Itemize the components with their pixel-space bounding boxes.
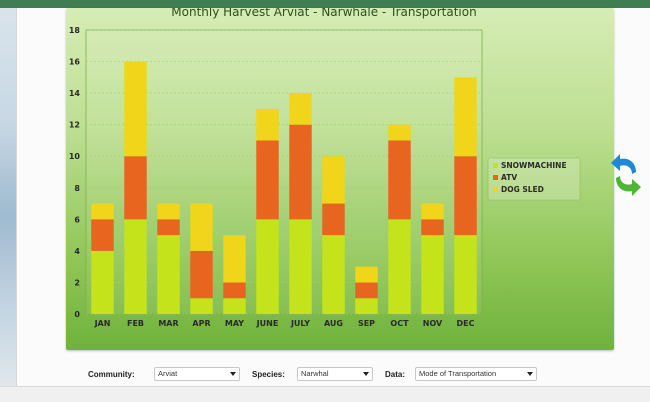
chevron-down-icon — [527, 372, 533, 376]
x-tick-label: APR — [192, 319, 210, 328]
chart-legend: SNOWMACHINE ATV DOG SLED — [487, 157, 581, 201]
refresh-arrows-icon — [611, 154, 641, 196]
legend-box — [487, 157, 581, 201]
bar-dog-sled-aug — [322, 156, 345, 204]
bar-dog-sled-nov — [421, 203, 444, 220]
bar-dog-sled-may — [223, 235, 246, 283]
bar-snowmachine-aug — [322, 235, 345, 314]
x-axis: JAN FEB MAR APR MAY JUNE JULY AUG SEP OCT NOV DEC — [94, 319, 475, 328]
legend-swatch — [493, 163, 498, 168]
top-bar — [0, 0, 650, 8]
x-tick-label: FEB — [127, 319, 144, 328]
chart-title: Monthly Harvest Arviat - Narwhale - Tran… — [171, 8, 476, 19]
y-tick-label: 4 — [74, 247, 80, 256]
bar-snowmachine-jan — [91, 250, 114, 314]
bar-atv-july — [289, 124, 312, 220]
bar-atv-jan — [91, 219, 114, 251]
bar-dog-sled-apr — [190, 203, 213, 251]
bar-snowmachine-may — [223, 298, 246, 314]
y-tick-label: 18 — [69, 26, 81, 35]
chevron-down-icon — [363, 372, 369, 376]
bar-atv-dec — [454, 156, 477, 236]
data-value: Mode of Transportation — [419, 369, 497, 378]
bar-atv-june — [256, 140, 279, 220]
bar-atv-nov — [421, 219, 444, 236]
harvest-chart: Monthly Harvest Arviat - Narwhale - Tran… — [69, 8, 581, 328]
bar-atv-feb — [124, 156, 147, 220]
y-tick-label: 8 — [74, 184, 80, 193]
refresh-button[interactable] — [608, 152, 644, 198]
bar-snowmachine-feb — [124, 219, 147, 314]
y-tick-label: 6 — [74, 215, 80, 224]
bar-dog-sled-june — [256, 108, 279, 141]
x-tick-label: AUG — [324, 319, 343, 328]
community-select[interactable]: Arviat — [154, 367, 240, 381]
bar-dog-sled-sep — [355, 266, 378, 283]
bar-atv-mar — [157, 219, 180, 236]
chart-container: Monthly Harvest Arviat - Narwhale - Tran… — [66, 8, 614, 350]
bottom-bar — [0, 386, 650, 402]
y-tick-label: 0 — [74, 310, 80, 319]
legend-swatch — [493, 187, 498, 192]
bar-snowmachine-mar — [157, 235, 180, 314]
bar-snowmachine-apr — [190, 298, 213, 314]
bar-dog-sled-feb — [124, 61, 147, 157]
bar-dog-sled-jan — [91, 203, 114, 220]
chart-grid — [85, 29, 483, 315]
bar-atv-aug — [322, 203, 345, 236]
bar-dog-sled-oct — [388, 124, 411, 141]
legend-swatch — [493, 175, 498, 180]
map-strip — [0, 8, 16, 386]
x-tick-label: NOV — [423, 319, 443, 328]
plot-area — [85, 29, 483, 315]
filter-controls: Community: Arviat Species: Narwhal Data:… — [0, 364, 650, 386]
x-tick-label: MAR — [158, 319, 178, 328]
bar-atv-may — [223, 282, 246, 299]
y-tick-label: 10 — [69, 152, 81, 161]
bars — [91, 61, 477, 314]
legend-label: DOG SLED — [501, 185, 544, 194]
bar-atv-sep — [355, 282, 378, 299]
x-tick-label: MAY — [225, 319, 244, 328]
community-value: Arviat — [158, 369, 178, 378]
y-tick-label: 16 — [69, 58, 81, 67]
y-tick-label: 14 — [69, 89, 81, 98]
bar-snowmachine-nov — [421, 235, 444, 314]
bar-dog-sled-dec — [454, 77, 477, 157]
bar-dog-sled-july — [289, 93, 312, 125]
x-tick-label: DEC — [457, 319, 475, 328]
legend-label: ATV — [501, 173, 517, 182]
x-tick-label: OCT — [390, 319, 409, 328]
chevron-down-icon — [230, 372, 236, 376]
bar-snowmachine-june — [256, 219, 279, 314]
x-tick-label: JAN — [94, 319, 111, 328]
data-select[interactable]: Mode of Transportation — [415, 367, 537, 381]
data-label: Data: — [385, 370, 406, 379]
bar-snowmachine-july — [289, 219, 312, 314]
bar-snowmachine-oct — [388, 219, 411, 314]
species-value: Narwhal — [301, 369, 329, 378]
bar-snowmachine-sep — [355, 298, 378, 314]
y-tick-label: 12 — [69, 121, 80, 130]
x-tick-label: JULY — [290, 319, 310, 328]
community-label: Community: — [88, 370, 135, 379]
bar-atv-apr — [190, 250, 213, 299]
bar-atv-oct — [388, 140, 411, 220]
bar-snowmachine-dec — [454, 235, 477, 314]
y-axis: 0 2 4 6 8 10 12 14 16 18 — [69, 26, 81, 319]
species-select[interactable]: Narwhal — [297, 367, 373, 381]
legend-label: SNOWMACHINE — [501, 161, 567, 170]
species-label: Species: — [252, 370, 285, 379]
x-tick-label: SEP — [358, 319, 375, 328]
bar-dog-sled-mar — [157, 203, 180, 220]
y-tick-label: 2 — [74, 278, 80, 287]
x-tick-label: JUNE — [256, 319, 279, 328]
